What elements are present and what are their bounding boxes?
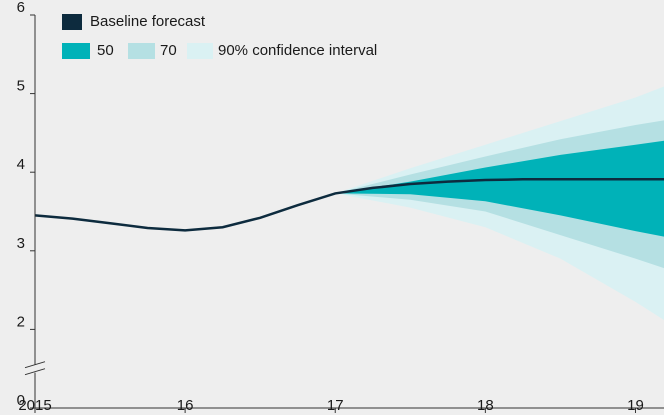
legend-label: Baseline forecast: [90, 13, 206, 30]
x-tick-label: 17: [327, 397, 344, 414]
confidence-band: [335, 140, 664, 237]
axis-break-gap: [27, 364, 43, 373]
x-tick-label: 2015: [18, 397, 51, 414]
y-tick-label: 2: [17, 313, 25, 330]
legend-swatch: [187, 43, 213, 59]
x-tick-label: 16: [177, 397, 194, 414]
legend-label: 90% confidence interval: [218, 42, 377, 59]
legend-label: 50: [97, 42, 114, 59]
y-tick-label: 0: [17, 392, 25, 409]
y-tick-label: 3: [17, 235, 25, 252]
x-tick-label: 19: [627, 397, 644, 414]
legend-label: 70: [160, 42, 177, 59]
axis-break-mark: [24, 361, 46, 369]
legend-swatch: [62, 14, 82, 30]
y-tick-label: 4: [17, 156, 25, 173]
legend-swatch: [128, 43, 155, 59]
y-tick-label: 6: [17, 0, 25, 16]
axis-break-mark: [24, 368, 46, 376]
x-tick-label: 18: [477, 397, 494, 414]
y-tick-label: 5: [17, 78, 25, 95]
baseline-line: [34, 178, 664, 232]
legend-swatch: [62, 43, 90, 59]
